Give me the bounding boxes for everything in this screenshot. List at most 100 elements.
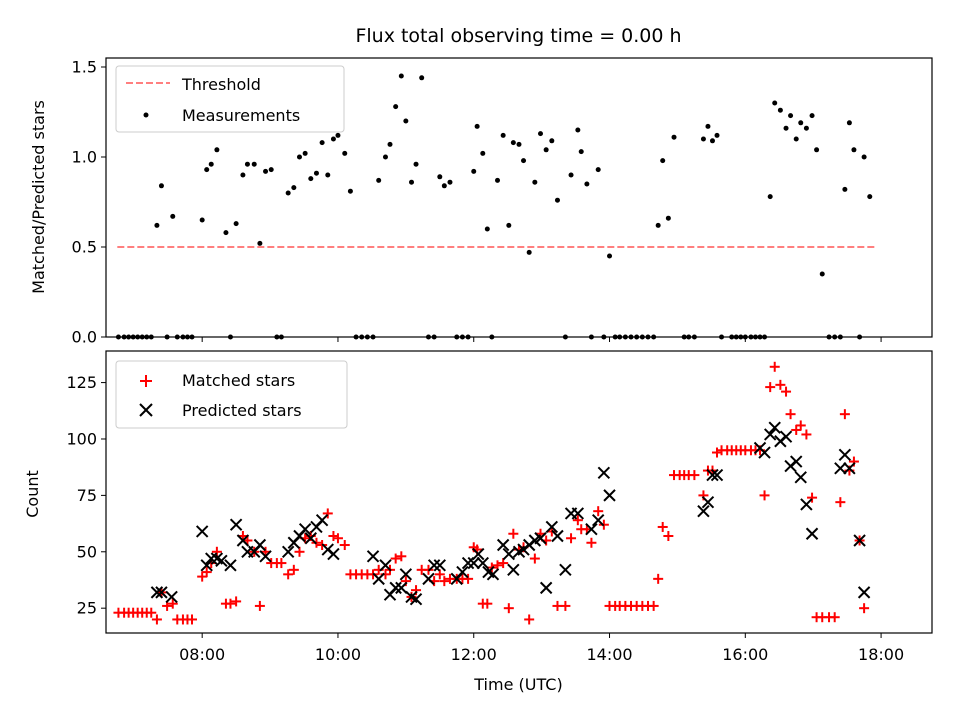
predicted-star-point bbox=[195, 525, 209, 538]
measurement-point bbox=[330, 136, 336, 142]
measurement-point bbox=[170, 213, 176, 219]
predicted-star-point bbox=[427, 559, 441, 572]
measurement-point bbox=[398, 73, 404, 79]
matched-star-point bbox=[498, 558, 509, 569]
measurement-point bbox=[285, 190, 291, 196]
measurement-point bbox=[783, 125, 789, 131]
counts-plot-area bbox=[113, 361, 871, 625]
measurement-point bbox=[447, 179, 453, 185]
matched-legend-swatch bbox=[140, 375, 152, 387]
measurement-point bbox=[393, 104, 399, 110]
matched-star-point bbox=[524, 614, 535, 625]
matched-star-point bbox=[276, 558, 287, 569]
matched-star-point bbox=[769, 361, 780, 372]
matched-star-point bbox=[463, 573, 474, 584]
measurement-point bbox=[409, 179, 415, 185]
measurement-point bbox=[798, 120, 804, 126]
x-tick-label: 08:00 bbox=[179, 645, 225, 664]
matched-star-point bbox=[566, 533, 577, 544]
counts-y-tick-label: 50 bbox=[77, 542, 97, 561]
predicted-legend-swatch bbox=[139, 403, 153, 417]
matched-star-point bbox=[186, 614, 197, 625]
measurement-point bbox=[484, 226, 490, 232]
measurement-point bbox=[441, 183, 447, 189]
matched-star-point bbox=[529, 553, 540, 564]
measurement-point bbox=[158, 183, 164, 189]
measurement-point bbox=[709, 138, 715, 144]
measurement-point bbox=[549, 138, 555, 144]
matched-star-point bbox=[663, 530, 674, 541]
matched-star-point bbox=[653, 573, 664, 584]
matched-star-point bbox=[439, 576, 450, 587]
measurement-point bbox=[291, 185, 297, 191]
predicted-star-point bbox=[701, 495, 715, 509]
predicted-star-point bbox=[395, 581, 408, 595]
matched-star-point bbox=[859, 603, 870, 614]
measurement-point bbox=[413, 161, 419, 167]
predicted-star-point bbox=[224, 559, 237, 572]
measurement-point bbox=[584, 181, 590, 187]
measurement-point bbox=[240, 172, 246, 178]
matched-star-point bbox=[328, 530, 339, 541]
predicted-star-point bbox=[155, 586, 168, 599]
matched-star-point bbox=[283, 569, 294, 580]
predicted-star-point bbox=[763, 428, 777, 441]
measurement-point bbox=[793, 136, 799, 142]
measurement-point bbox=[233, 221, 239, 227]
predicted-star-point bbox=[150, 586, 164, 599]
measurement-point bbox=[554, 197, 560, 203]
ratio-y-tick-label: 1.0 bbox=[72, 148, 97, 167]
measurement-point bbox=[387, 141, 393, 147]
measurement-point bbox=[516, 141, 522, 147]
predicted-star-point bbox=[215, 554, 228, 568]
x-tick-label: 10:00 bbox=[315, 645, 361, 664]
predicted-star-point bbox=[229, 518, 243, 531]
measurement-point bbox=[500, 132, 506, 138]
measurement-point bbox=[607, 253, 613, 259]
predicted-star-point bbox=[298, 523, 312, 536]
x-tick-label: 14:00 bbox=[586, 645, 632, 664]
matched-star-point bbox=[167, 598, 178, 609]
predicted-star-point bbox=[205, 552, 218, 565]
matched-star-point bbox=[791, 424, 802, 435]
predicted-star-point bbox=[236, 534, 250, 547]
measurements-legend-label: Measurements bbox=[182, 106, 300, 125]
predicted-star-point bbox=[790, 455, 803, 468]
matched-star-point bbox=[560, 600, 571, 611]
matched-star-point bbox=[593, 506, 604, 517]
matched-star-point bbox=[807, 492, 818, 503]
matched-star-point bbox=[201, 567, 212, 578]
predicted-star-point bbox=[433, 559, 447, 572]
measurement-point bbox=[803, 125, 809, 131]
matched-star-point bbox=[332, 533, 343, 544]
measurement-point bbox=[342, 150, 348, 156]
measurement-point bbox=[510, 140, 516, 146]
predicted-star-point bbox=[545, 520, 559, 534]
predicted-star-point bbox=[585, 523, 598, 536]
predicted-star-point bbox=[486, 568, 500, 581]
matched-star-point bbox=[765, 382, 776, 393]
measurement-point bbox=[671, 134, 677, 140]
measurement-point bbox=[575, 127, 581, 133]
counts-y-tick-label: 100 bbox=[66, 429, 97, 448]
measurement-point bbox=[325, 172, 331, 178]
matched-star-point bbox=[835, 497, 846, 508]
counts-y-tick-label: 25 bbox=[77, 599, 97, 618]
matched-star-point bbox=[508, 528, 519, 539]
measurement-point bbox=[521, 158, 527, 164]
matched-star-point bbox=[146, 607, 157, 618]
predicted-star-point bbox=[461, 556, 475, 570]
predicted-star-point bbox=[304, 532, 318, 545]
matched-star-point bbox=[231, 596, 242, 607]
measurement-point bbox=[595, 167, 601, 173]
measurement-point bbox=[480, 150, 486, 156]
measurement-point bbox=[867, 194, 873, 200]
matched-star-point bbox=[839, 409, 850, 420]
measurement-point bbox=[335, 132, 341, 138]
measurement-point bbox=[578, 149, 584, 155]
measurement-point bbox=[532, 179, 538, 185]
predicted-star-point bbox=[422, 572, 435, 586]
predicted-star-point bbox=[559, 563, 572, 577]
matched-star-point bbox=[482, 598, 493, 609]
predicted-star-point bbox=[768, 421, 781, 434]
